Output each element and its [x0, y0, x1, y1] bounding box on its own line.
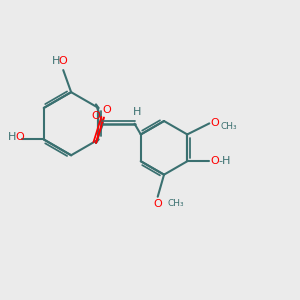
Text: O: O — [92, 111, 100, 121]
Text: O: O — [153, 200, 162, 209]
Text: H: H — [8, 132, 16, 142]
Text: CH₃: CH₃ — [167, 200, 184, 208]
Text: O: O — [102, 105, 111, 115]
Text: O: O — [59, 56, 68, 66]
Text: -H: -H — [219, 156, 231, 166]
Text: CH₃: CH₃ — [221, 122, 238, 130]
Text: O: O — [16, 132, 24, 142]
Text: H: H — [52, 56, 61, 66]
Text: O: O — [210, 118, 219, 128]
Text: H: H — [133, 107, 141, 117]
Text: O: O — [210, 156, 219, 166]
